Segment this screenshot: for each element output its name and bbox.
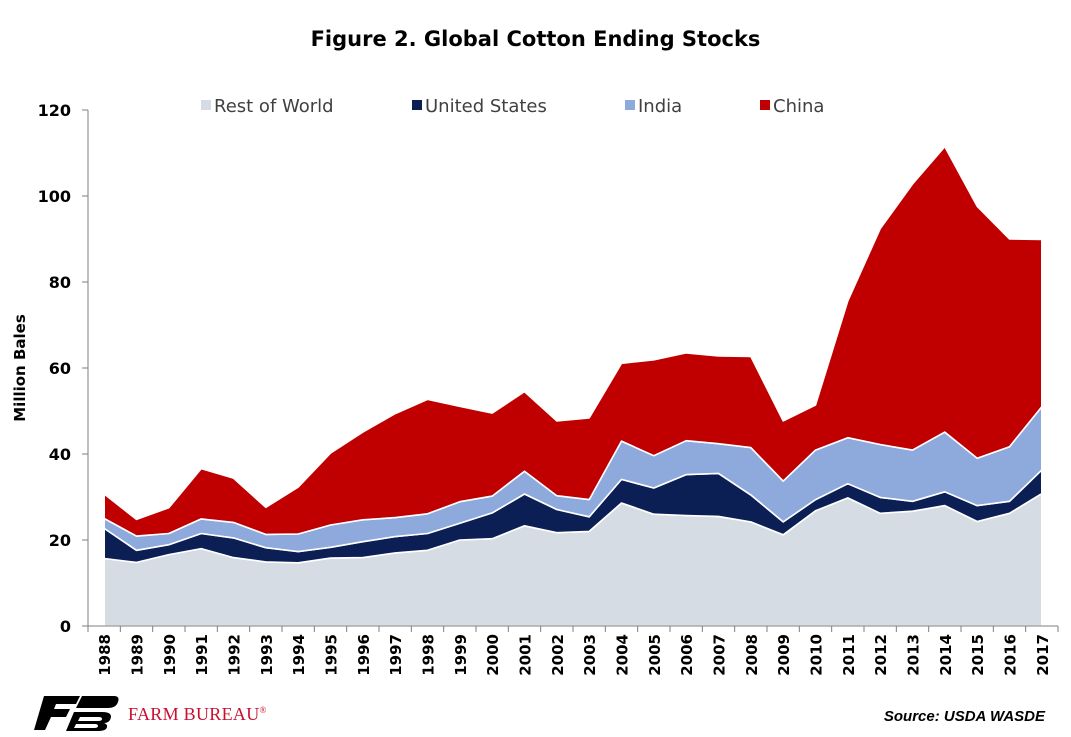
y-tick-labels: 0 20 40 60 80 100 120 xyxy=(38,101,71,636)
x-tick-label: 2014 xyxy=(937,634,955,676)
legend-swatch-china xyxy=(760,100,770,110)
chart-legend: Rest of World United States India China xyxy=(201,96,824,117)
legend-label-china: China xyxy=(773,96,824,117)
x-tick-label: 1993 xyxy=(258,634,276,676)
x-tick-label: 2003 xyxy=(581,634,599,676)
legend-label-united-states: United States xyxy=(425,96,547,117)
x-tick-label: 2010 xyxy=(808,634,826,676)
logo-text: FARM BUREAU xyxy=(128,704,260,724)
x-tick-label: 2004 xyxy=(614,634,632,676)
y-tick-label: 100 xyxy=(38,187,71,206)
x-tick-label: 2015 xyxy=(969,634,987,676)
y-tick-label: 20 xyxy=(49,531,71,550)
legend-label-india: India xyxy=(638,96,682,117)
y-tick-label: 120 xyxy=(38,101,71,120)
x-tick-label: 1990 xyxy=(161,634,179,676)
x-tick-label: 2017 xyxy=(1034,634,1052,676)
x-tick-label: 2012 xyxy=(872,634,890,676)
x-tick-label: 1998 xyxy=(420,634,438,676)
x-tick-label: 1997 xyxy=(387,634,405,676)
x-tick-label: 1999 xyxy=(452,634,470,676)
x-tick-label: 1992 xyxy=(226,634,244,676)
x-tick-label: 2006 xyxy=(678,634,696,676)
area-china xyxy=(103,145,1043,537)
farm-bureau-mark-icon xyxy=(34,696,119,731)
chart-title: Figure 2. Global Cotton Ending Stocks xyxy=(310,27,761,51)
y-axis-label: Million Bales xyxy=(11,314,29,422)
y-tick-label: 80 xyxy=(49,273,71,292)
farm-bureau-wordmark: FARM BUREAU® xyxy=(128,704,267,724)
x-tick-label: 1991 xyxy=(193,634,211,676)
axes-group xyxy=(82,109,1059,632)
y-tick-label: 40 xyxy=(49,445,71,464)
legend-swatch-india xyxy=(625,100,635,110)
x-tick-label: 2002 xyxy=(549,634,567,676)
x-tick-label: 1988 xyxy=(96,634,114,676)
legend-swatch-rest-of-world xyxy=(201,100,211,110)
area-series-group xyxy=(103,145,1043,627)
x-tick-label: 1995 xyxy=(323,634,341,676)
x-tick-label: 2011 xyxy=(840,634,858,676)
x-tick-label: 2000 xyxy=(484,634,502,676)
x-tick-label: 2016 xyxy=(1002,634,1020,676)
y-tick-label: 0 xyxy=(60,617,71,636)
x-tick-label: 2007 xyxy=(711,634,729,676)
x-tick-label: 2013 xyxy=(905,634,923,676)
x-tick-label: 1994 xyxy=(290,634,308,676)
x-tick-label: 2005 xyxy=(646,634,664,676)
source-note: Source: USDA WASDE xyxy=(883,708,1045,725)
legend-swatch-united-states xyxy=(412,100,422,110)
farm-bureau-logo: FARM BUREAU® xyxy=(30,692,330,734)
legend-label-rest-of-world: Rest of World xyxy=(214,96,334,117)
x-tick-label: 1989 xyxy=(129,634,147,676)
x-tick-labels: 1988 1989 1990 1991 1992 1993 1994 1995 1996 1997… xyxy=(96,634,1052,676)
x-tick-label: 1996 xyxy=(355,634,373,676)
y-tick-label: 60 xyxy=(49,359,71,378)
x-tick-label: 2009 xyxy=(775,634,793,676)
x-tick-label: 2001 xyxy=(517,634,535,676)
x-tick-label: 2008 xyxy=(743,634,761,676)
